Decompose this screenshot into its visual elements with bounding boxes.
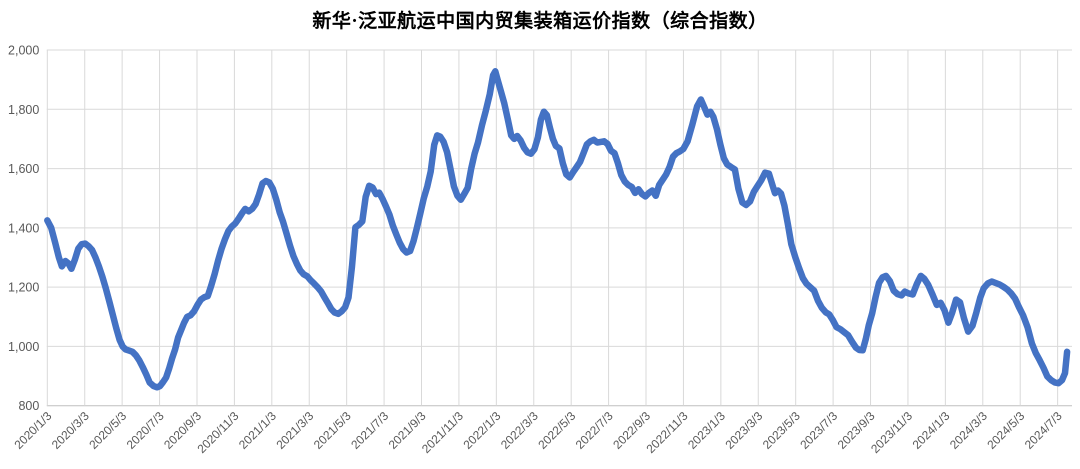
y-tick-label: 1,000 [8, 340, 39, 354]
x-tick-label: 2020/11/3 [194, 409, 241, 456]
x-tick-label: 2022/11/3 [644, 409, 691, 456]
x-tick-label: 2022/7/3 [573, 409, 616, 452]
y-tick-label: 1,600 [8, 162, 39, 176]
x-tick-label: 2020/3/3 [49, 409, 92, 452]
x-tick-label: 2020/7/3 [124, 409, 167, 452]
x-tick-label: 2020/5/3 [86, 409, 129, 452]
y-tick-label: 800 [18, 399, 39, 413]
x-tick-label: 2023/11/3 [868, 409, 915, 456]
x-tick-label: 2023/5/3 [760, 409, 803, 452]
x-tick-label: 2024/3/3 [947, 409, 990, 452]
y-tick-label: 1,800 [8, 103, 39, 117]
x-tick-label: 2024/7/3 [1022, 409, 1065, 452]
x-tick-label: 2020/1/3 [11, 409, 54, 452]
x-tick-label: 2023/3/3 [722, 409, 765, 452]
x-tick-label: 2021/5/3 [311, 409, 354, 452]
y-tick-label: 1,400 [8, 221, 39, 235]
index-line-series [44, 68, 1071, 391]
x-tick-label: 2024/5/3 [984, 409, 1027, 452]
x-tick-label: 2023/1/3 [685, 409, 728, 452]
x-tick-label: 2021/1/3 [236, 409, 279, 452]
y-tick-label: 1,200 [8, 281, 39, 295]
x-tick-label: 2023/7/3 [797, 409, 840, 452]
x-tick-label: 2022/3/3 [498, 409, 541, 452]
x-tick-label: 2021/7/3 [348, 409, 391, 452]
y-tick-label: 2,000 [8, 44, 39, 58]
x-tick-label: 2022/1/3 [461, 409, 504, 452]
x-tick-label: 2021/3/3 [273, 409, 316, 452]
x-tick-label: 2021/11/3 [419, 409, 466, 456]
x-tick-label: 2022/5/3 [535, 409, 578, 452]
x-tick-label: 2024/1/3 [910, 409, 953, 452]
